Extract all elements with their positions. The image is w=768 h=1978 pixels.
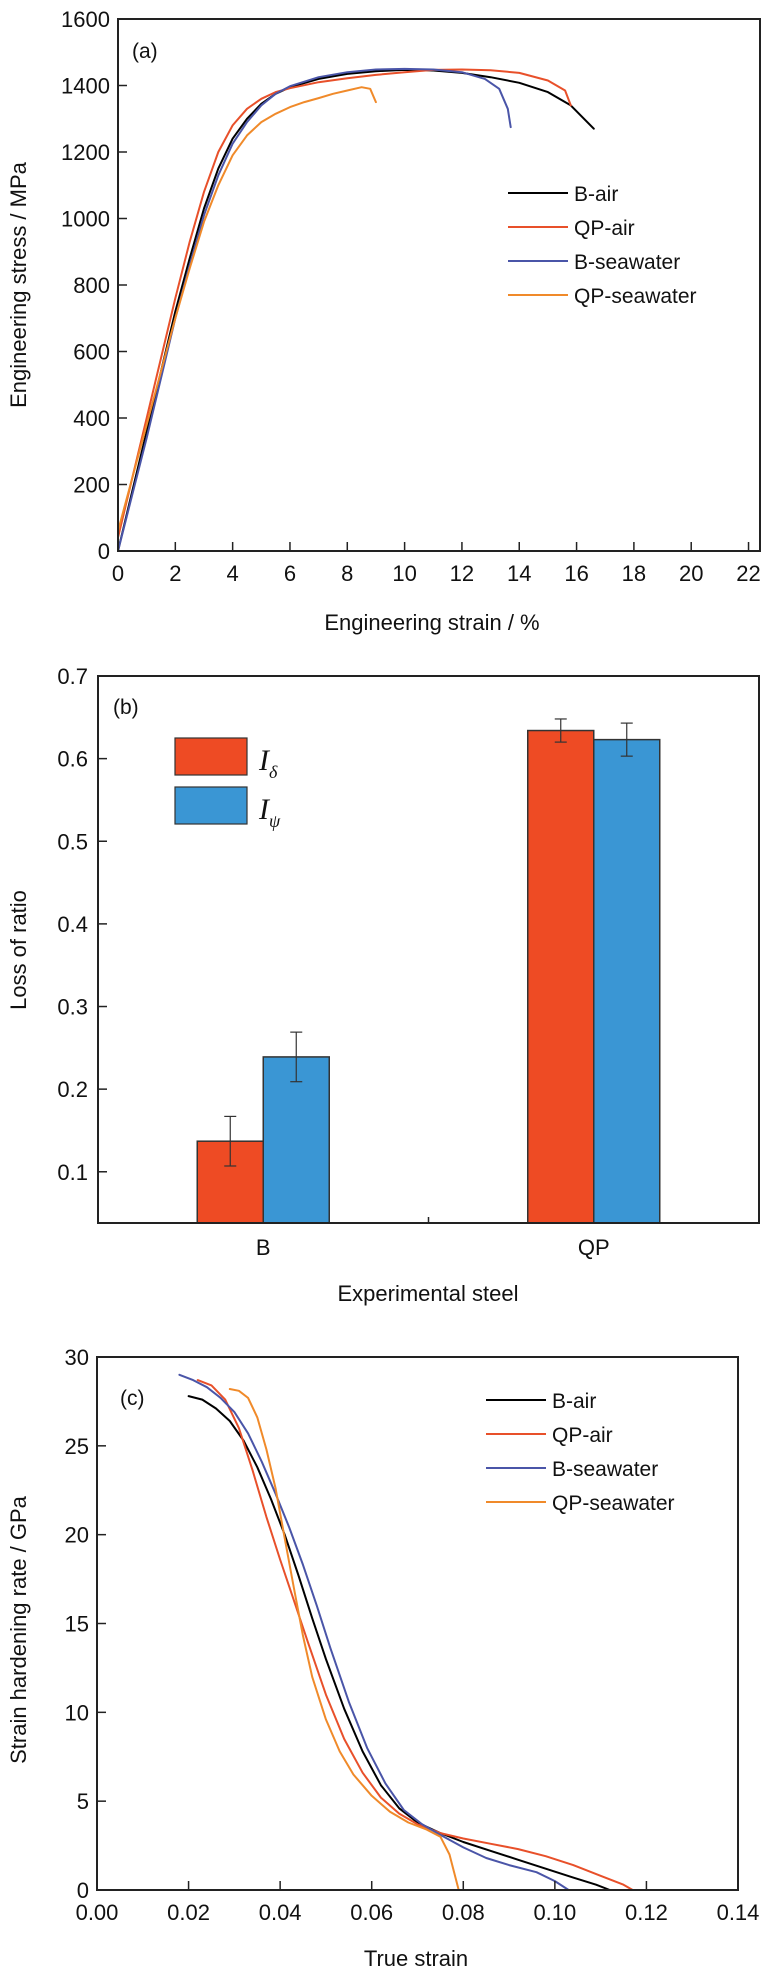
y-tick-label: 0.3 — [57, 995, 88, 1020]
c-legend: B-air QP-air B-seawater QP-seawater — [486, 1390, 675, 1515]
y-tick-label: 0.2 — [57, 1077, 88, 1102]
bar-qp-psi — [593, 738, 661, 1224]
x-tick-label: 16 — [564, 561, 588, 586]
y-tick-label: 1000 — [61, 207, 110, 232]
b-panel-label: (b) — [113, 696, 139, 719]
x-tick-label: 0.12 — [625, 1900, 668, 1925]
y-tick-label: 0.7 — [57, 664, 88, 689]
legend-label-b-air: B-air — [574, 183, 618, 206]
y-tick-label: 0 — [77, 1878, 89, 1903]
a-x-axis-title: Engineering strain / % — [324, 610, 539, 635]
x-tick-label: 6 — [284, 561, 296, 586]
x-category-label: B — [256, 1235, 271, 1260]
legend-subscript-psi: ψ — [269, 811, 281, 831]
x-tick-label: 12 — [450, 561, 474, 586]
b-ticks: 0.1 0.2 0.3 0.4 0.5 0.6 0.7 — [57, 664, 430, 1223]
series-line-qp-seawater — [228, 1388, 460, 1891]
x-tick-label: 22 — [736, 561, 760, 586]
a-y-axis-title: Engineering stress / MPa — [6, 161, 31, 408]
y-tick-label: 800 — [73, 273, 110, 298]
y-tick-label: 15 — [65, 1612, 89, 1637]
x-tick-label: 2 — [169, 561, 181, 586]
a-panel-label: (a) — [132, 40, 158, 63]
y-tick-label: 0.4 — [57, 912, 88, 937]
x-tick-label: 14 — [507, 561, 531, 586]
y-tick-label: 200 — [73, 473, 110, 498]
series-line-b-seawater — [178, 1373, 570, 1891]
y-tick-label: 1600 — [61, 7, 110, 32]
series-line-qp-seawater — [117, 86, 377, 532]
legend-label-qp-air: QP-air — [552, 1424, 613, 1447]
c-plot-frame — [96, 1356, 739, 1891]
series-line-qp-air — [196, 1379, 634, 1891]
y-tick-label: 5 — [77, 1789, 89, 1814]
c-y-axis-title: Strain hardening rate / GPa — [6, 1495, 31, 1764]
b-bars: B QP — [196, 718, 661, 1260]
x-tick-label: 0.14 — [717, 1900, 760, 1925]
series-line-b-air — [117, 68, 595, 552]
x-tick-label: 0.06 — [350, 1900, 393, 1925]
c-x-axis-title: True strain — [364, 1946, 468, 1971]
a-curves — [117, 67, 595, 552]
series-line-qp-air — [117, 68, 572, 539]
y-tick-label: 0.5 — [57, 829, 88, 854]
x-tick-label: 18 — [622, 561, 646, 586]
x-tick-label: 10 — [392, 561, 416, 586]
y-tick-label: 600 — [73, 340, 110, 365]
c-ticks: 0.00 0.02 0.04 0.06 0.08 0.10 0.12 0.14 0 5 10 15 20… — [65, 1345, 760, 1925]
b-y-axis-title: Loss of ratio — [6, 890, 31, 1010]
legend-label-b-seawater: B-seawater — [552, 1458, 658, 1481]
legend-label-b-seawater: B-seawater — [574, 251, 680, 274]
panel-b-loss-ratio: B QP 0.1 0.2 0.3 0.4 0.5 0.6 0.7 (b) Experiment… — [6, 664, 760, 1306]
b-legend: Iδ Iψ — [174, 737, 281, 831]
legend-label-qp-seawater: QP-seawater — [552, 1492, 675, 1515]
bar-b-psi — [262, 1056, 330, 1224]
x-tick-label: 4 — [227, 561, 239, 586]
x-tick-label: 0.08 — [442, 1900, 485, 1925]
b-x-axis-title: Experimental steel — [338, 1281, 519, 1306]
y-tick-label: 0 — [98, 539, 110, 564]
c-panel-label: (c) — [120, 1387, 145, 1410]
legend-label-delta: Iδ — [258, 744, 278, 782]
x-tick-label: 8 — [341, 561, 353, 586]
legend-label-psi: Iψ — [258, 793, 281, 831]
legend-swatch-psi — [174, 786, 248, 825]
panel-c-hardening-rate: 0.00 0.02 0.04 0.06 0.08 0.10 0.12 0.14 0 5 10 15 20… — [6, 1345, 759, 1971]
a-ticks: 0 2 4 6 8 10 12 14 16 18 20 22 0 200 400 600 800 1000 1200… — [61, 7, 761, 586]
legend-label-qp-air: QP-air — [574, 217, 635, 240]
y-tick-label: 1400 — [61, 74, 110, 99]
panel-a-stress-strain: 0 2 4 6 8 10 12 14 16 18 20 22 0 200 400 600 800 1000 1200… — [6, 7, 761, 635]
y-tick-label: 400 — [73, 406, 110, 431]
y-tick-label: 1200 — [61, 140, 110, 165]
x-tick-label: 0.00 — [76, 1900, 119, 1925]
legend-subscript-delta: δ — [269, 762, 278, 782]
x-tick-label: 0 — [112, 561, 124, 586]
y-tick-label: 20 — [65, 1523, 89, 1548]
x-category-label: QP — [578, 1235, 610, 1260]
x-tick-label: 0.02 — [167, 1900, 210, 1925]
y-tick-label: 10 — [65, 1700, 89, 1725]
y-tick-label: 25 — [65, 1434, 89, 1459]
legend-swatch-delta — [174, 737, 248, 776]
bar-qp-delta — [527, 729, 595, 1224]
y-tick-label: 0.1 — [57, 1160, 88, 1185]
legend-label-qp-seawater: QP-seawater — [574, 285, 697, 308]
a-legend: B-air QP-air B-seawater QP-seawater — [508, 183, 697, 308]
y-tick-label: 30 — [65, 1345, 89, 1370]
x-tick-label: 20 — [679, 561, 703, 586]
y-tick-label: 0.6 — [57, 747, 88, 772]
x-tick-label: 0.10 — [533, 1900, 576, 1925]
legend-label-b-air: B-air — [552, 1390, 596, 1413]
x-tick-label: 0.04 — [259, 1900, 302, 1925]
c-curves — [178, 1373, 634, 1891]
